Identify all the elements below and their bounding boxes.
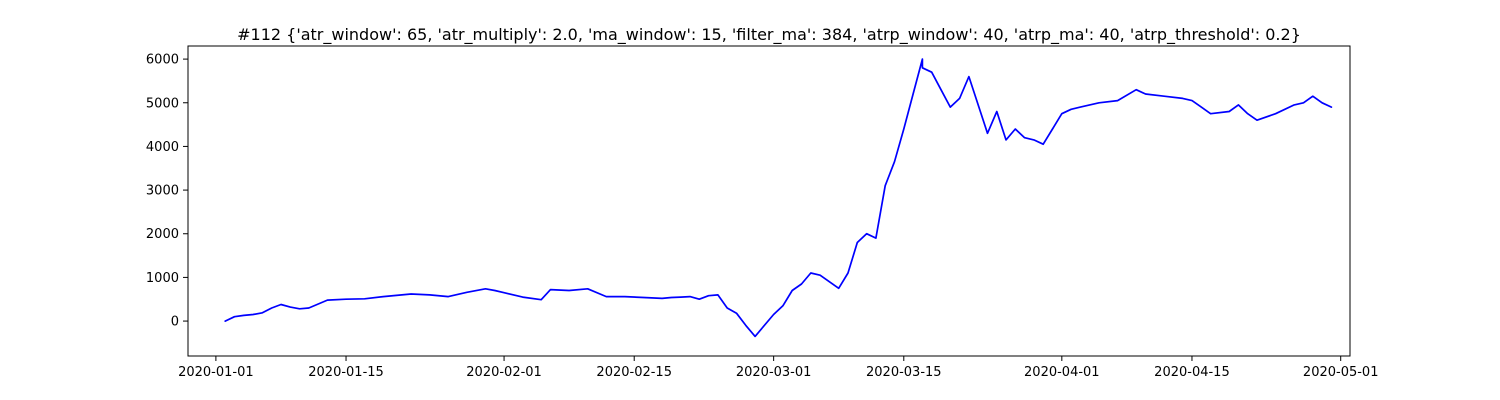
- x-tick-label: 2020-03-15: [866, 365, 942, 380]
- series-line: [224, 58, 1333, 338]
- y-tick-label: 4000: [146, 140, 179, 155]
- plot-area: [224, 58, 1333, 338]
- axes: 2020-01-01 2020-01-15 2020-02-01 2020-02-15…: [146, 45, 1379, 380]
- x-tick-label: 2020-01-01: [178, 365, 254, 380]
- y-tick-label: 1000: [146, 271, 179, 286]
- x-tick-label: 2020-05-01: [1303, 365, 1379, 380]
- y-tick-label: 2000: [146, 227, 179, 242]
- y-tick-label: 3000: [146, 184, 179, 199]
- x-tick-label: 2020-01-15: [308, 365, 384, 380]
- y-tick-label: 0: [171, 315, 179, 330]
- x-tick-label: 2020-02-01: [466, 365, 542, 380]
- y-tick-label: 6000: [146, 53, 179, 68]
- y-tick-label: 5000: [146, 96, 179, 111]
- x-tick-label: 2020-04-15: [1154, 365, 1230, 380]
- x-tick-label: 2020-04-01: [1024, 365, 1100, 380]
- chart-title: #112 {'atr_window': 65, 'atr_multiply': …: [237, 25, 1301, 45]
- x-tick-label: 2020-03-01: [736, 365, 812, 380]
- x-tick-label: 2020-02-15: [596, 365, 672, 380]
- plot-frame: [187, 45, 1351, 357]
